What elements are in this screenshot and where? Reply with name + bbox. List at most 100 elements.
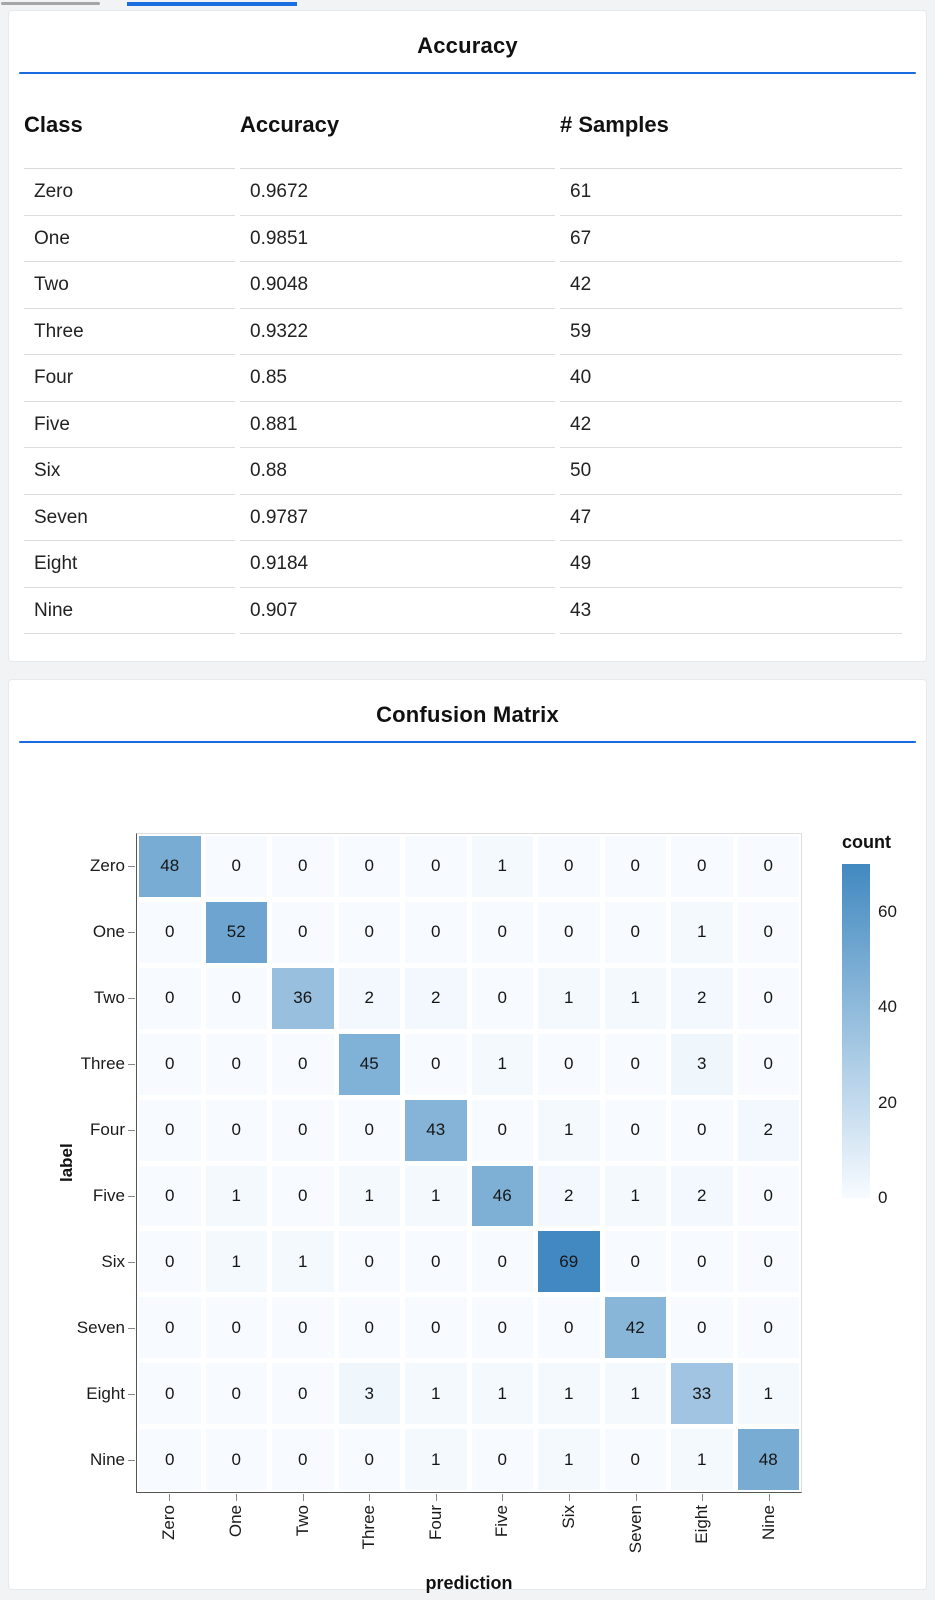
matrix-cell: 52 xyxy=(205,901,267,963)
x-axis-tick xyxy=(169,1494,171,1501)
accuracy-cell-accuracy: 0.9322 xyxy=(240,309,555,355)
matrix-cell: 0 xyxy=(671,1297,733,1359)
matrix-cell: 0 xyxy=(272,1099,334,1161)
matrix-cell: 0 xyxy=(272,901,334,963)
legend-tick-label: 60 xyxy=(878,901,897,921)
matrix-cell: 1 xyxy=(471,836,533,897)
matrix-cell: 1 xyxy=(671,901,733,963)
matrix-cell: 0 xyxy=(604,836,666,897)
x-axis-tick xyxy=(568,1494,570,1501)
matrix-cell: 1 xyxy=(671,1429,733,1490)
x-axis-tick xyxy=(302,1494,304,1501)
matrix-cell: 3 xyxy=(671,1033,733,1095)
matrix-cell: 1 xyxy=(538,967,600,1029)
matrix-cell: 0 xyxy=(538,1033,600,1095)
accuracy-cell-class: Three xyxy=(24,309,235,355)
x-axis-title: prediction xyxy=(425,1573,513,1593)
accuracy-cell-class: Five xyxy=(24,402,235,448)
matrix-cell: 2 xyxy=(405,967,467,1029)
x-axis-tick xyxy=(235,1494,237,1501)
accuracy-table-row: Five 0.881 42 xyxy=(24,402,902,448)
matrix-cell: 0 xyxy=(139,1231,201,1293)
matrix-cell: 1 xyxy=(471,1033,533,1095)
accuracy-cell-class: Nine xyxy=(24,588,235,634)
matrix-cell: 0 xyxy=(538,1297,600,1359)
matrix-cell: 0 xyxy=(671,1099,733,1161)
matrix-cell: 0 xyxy=(405,1231,467,1293)
accuracy-cell-class: Zero xyxy=(24,169,235,216)
confusion-matrix-chart: label 48 0 0 0 0 1 0 0 0 0 0 52 0 0 0 0 0 0 1 0 0 0 36 2 2 0 1 1 2 0 0… xyxy=(9,720,928,1593)
matrix-cell: 0 xyxy=(338,1297,400,1359)
matrix-cell: 0 xyxy=(471,1231,533,1293)
matrix-cell: 0 xyxy=(139,1363,201,1425)
legend-gradient-bar xyxy=(842,864,870,1198)
x-axis-label: Five xyxy=(492,1505,512,1538)
matrix-cell: 0 xyxy=(139,967,201,1029)
column-header-samples: # Samples xyxy=(560,112,902,169)
matrix-cell: 0 xyxy=(737,1033,799,1095)
matrix-cell: 42 xyxy=(604,1297,666,1359)
matrix-cell: 0 xyxy=(405,1033,467,1095)
y-axis-label: Two xyxy=(93,988,125,1007)
matrix-cell: 0 xyxy=(737,901,799,963)
matrix-cell: 0 xyxy=(737,1231,799,1293)
matrix-cell: 0 xyxy=(338,836,400,897)
accuracy-table: Class Accuracy # Samples Zero 0.9672 61 One… xyxy=(24,112,902,634)
y-axis-tick xyxy=(128,998,135,999)
accuracy-cell-class: Four xyxy=(24,355,235,402)
y-axis-tick xyxy=(128,1064,135,1065)
y-axis-tick xyxy=(128,1394,135,1395)
accuracy-table-row: Nine 0.907 43 xyxy=(24,588,902,634)
matrix-cell: 1 xyxy=(405,1429,467,1490)
matrix-cell: 0 xyxy=(205,1033,267,1095)
accuracy-table-row: Two 0.9048 42 xyxy=(24,262,902,309)
accuracy-cell-accuracy: 0.907 xyxy=(240,588,555,634)
matrix-cell: 0 xyxy=(272,1297,334,1359)
matrix-cell: 33 xyxy=(671,1363,733,1425)
matrix-cell: 1 xyxy=(338,1165,400,1227)
matrix-cell: 0 xyxy=(604,1033,666,1095)
matrix-cell: 2 xyxy=(538,1165,600,1227)
matrix-cell: 3 xyxy=(338,1363,400,1425)
accuracy-cell-class: One xyxy=(24,216,235,262)
y-axis-label: Eight xyxy=(86,1384,125,1403)
accuracy-cell-accuracy: 0.88 xyxy=(240,448,555,495)
accuracy-table-row: One 0.9851 67 xyxy=(24,216,902,262)
x-axis-tick xyxy=(369,1494,371,1501)
matrix-cell: 0 xyxy=(737,836,799,897)
matrix-cell: 69 xyxy=(538,1231,600,1293)
matrix-cell: 0 xyxy=(205,1429,267,1490)
matrix-cell: 1 xyxy=(205,1231,267,1293)
confusion-matrix-title-underline xyxy=(19,741,916,743)
matrix-cell: 0 xyxy=(338,901,400,963)
matrix-cell: 0 xyxy=(604,901,666,963)
matrix-cell: 0 xyxy=(737,1297,799,1359)
accuracy-cell-samples: 49 xyxy=(560,541,902,588)
accuracy-cell-samples: 50 xyxy=(560,448,902,495)
matrix-cell: 0 xyxy=(272,1429,334,1490)
matrix-cell: 0 xyxy=(338,1429,400,1490)
y-axis-label: One xyxy=(92,922,125,941)
tab-scrollbar[interactable] xyxy=(1,2,100,5)
active-tab-indicator[interactable] xyxy=(127,2,297,6)
matrix-cell: 0 xyxy=(405,836,467,897)
accuracy-cell-class: Seven xyxy=(24,495,235,541)
matrix-cell: 0 xyxy=(272,1363,334,1425)
tab-strip xyxy=(0,0,935,9)
accuracy-cell-class: Two xyxy=(24,262,235,309)
matrix-cell: 0 xyxy=(671,836,733,897)
matrix-cell: 0 xyxy=(139,1429,201,1490)
matrix-cell: 0 xyxy=(139,1099,201,1161)
matrix-cell: 2 xyxy=(338,967,400,1029)
accuracy-cell-samples: 47 xyxy=(560,495,902,541)
accuracy-cell-samples: 42 xyxy=(560,402,902,448)
x-axis-tick xyxy=(435,1494,437,1501)
accuracy-table-row: Zero 0.9672 61 xyxy=(24,169,902,216)
matrix-cell: 0 xyxy=(604,1231,666,1293)
matrix-cell: 0 xyxy=(139,1165,201,1227)
y-axis-tick xyxy=(128,1460,135,1461)
accuracy-cell-class: Eight xyxy=(24,541,235,588)
accuracy-cell-samples: 42 xyxy=(560,262,902,309)
accuracy-cell-accuracy: 0.85 xyxy=(240,355,555,402)
accuracy-table-row: Eight 0.9184 49 xyxy=(24,541,902,588)
